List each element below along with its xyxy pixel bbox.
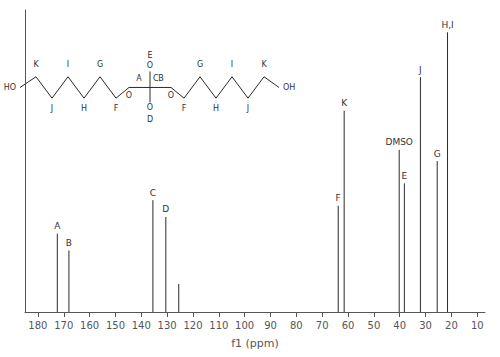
svg-text:O: O [126, 91, 132, 100]
svg-text:20: 20 [445, 320, 458, 331]
svg-text:C: C [153, 74, 159, 83]
svg-text:OH: OH [283, 83, 295, 92]
svg-text:A: A [136, 74, 142, 83]
svg-text:80: 80 [290, 320, 303, 331]
svg-text:60: 60 [342, 320, 355, 331]
svg-text:B: B [158, 74, 164, 83]
svg-text:O: O [168, 91, 174, 100]
svg-text:K: K [33, 60, 39, 69]
svg-text:40: 40 [393, 320, 406, 331]
svg-text:H,I: H,I [441, 20, 453, 30]
svg-text:A: A [54, 221, 61, 231]
svg-text:D: D [162, 204, 169, 214]
svg-text:F: F [114, 104, 119, 113]
svg-text:30: 30 [419, 320, 432, 331]
svg-text:110: 110 [209, 320, 228, 331]
svg-text:O: O [147, 61, 153, 70]
svg-text:G: G [97, 60, 103, 69]
svg-text:90: 90 [264, 320, 277, 331]
svg-text:K: K [341, 98, 348, 108]
svg-text:50: 50 [368, 320, 381, 331]
svg-text:120: 120 [183, 320, 202, 331]
svg-text:f1 (ppm): f1 (ppm) [231, 337, 279, 350]
svg-text:J: J [418, 65, 422, 75]
svg-text:O: O [147, 103, 153, 112]
svg-text:G: G [197, 60, 203, 69]
svg-text:I: I [231, 60, 233, 69]
svg-text:E: E [147, 51, 152, 60]
svg-text:I: I [67, 60, 69, 69]
svg-text:E: E [402, 171, 408, 181]
svg-text:K: K [261, 60, 267, 69]
svg-text:H: H [213, 104, 219, 113]
svg-text:70: 70 [316, 320, 329, 331]
svg-text:G: G [434, 149, 441, 159]
svg-text:DMSO: DMSO [385, 137, 413, 147]
svg-text:180: 180 [28, 320, 47, 331]
svg-text:J: J [246, 104, 249, 113]
svg-text:F: F [336, 193, 341, 203]
svg-text:C: C [150, 188, 156, 198]
svg-text:HO: HO [4, 83, 16, 92]
svg-text:H: H [81, 104, 87, 113]
svg-text:140: 140 [132, 320, 151, 331]
svg-text:10: 10 [471, 320, 484, 331]
svg-text:160: 160 [80, 320, 99, 331]
svg-text:J: J [50, 104, 53, 113]
svg-text:D: D [147, 115, 153, 124]
svg-text:130: 130 [158, 320, 177, 331]
svg-text:B: B [66, 238, 72, 248]
svg-text:150: 150 [106, 320, 125, 331]
svg-text:170: 170 [54, 320, 73, 331]
svg-text:F: F [182, 104, 187, 113]
svg-text:100: 100 [235, 320, 254, 331]
